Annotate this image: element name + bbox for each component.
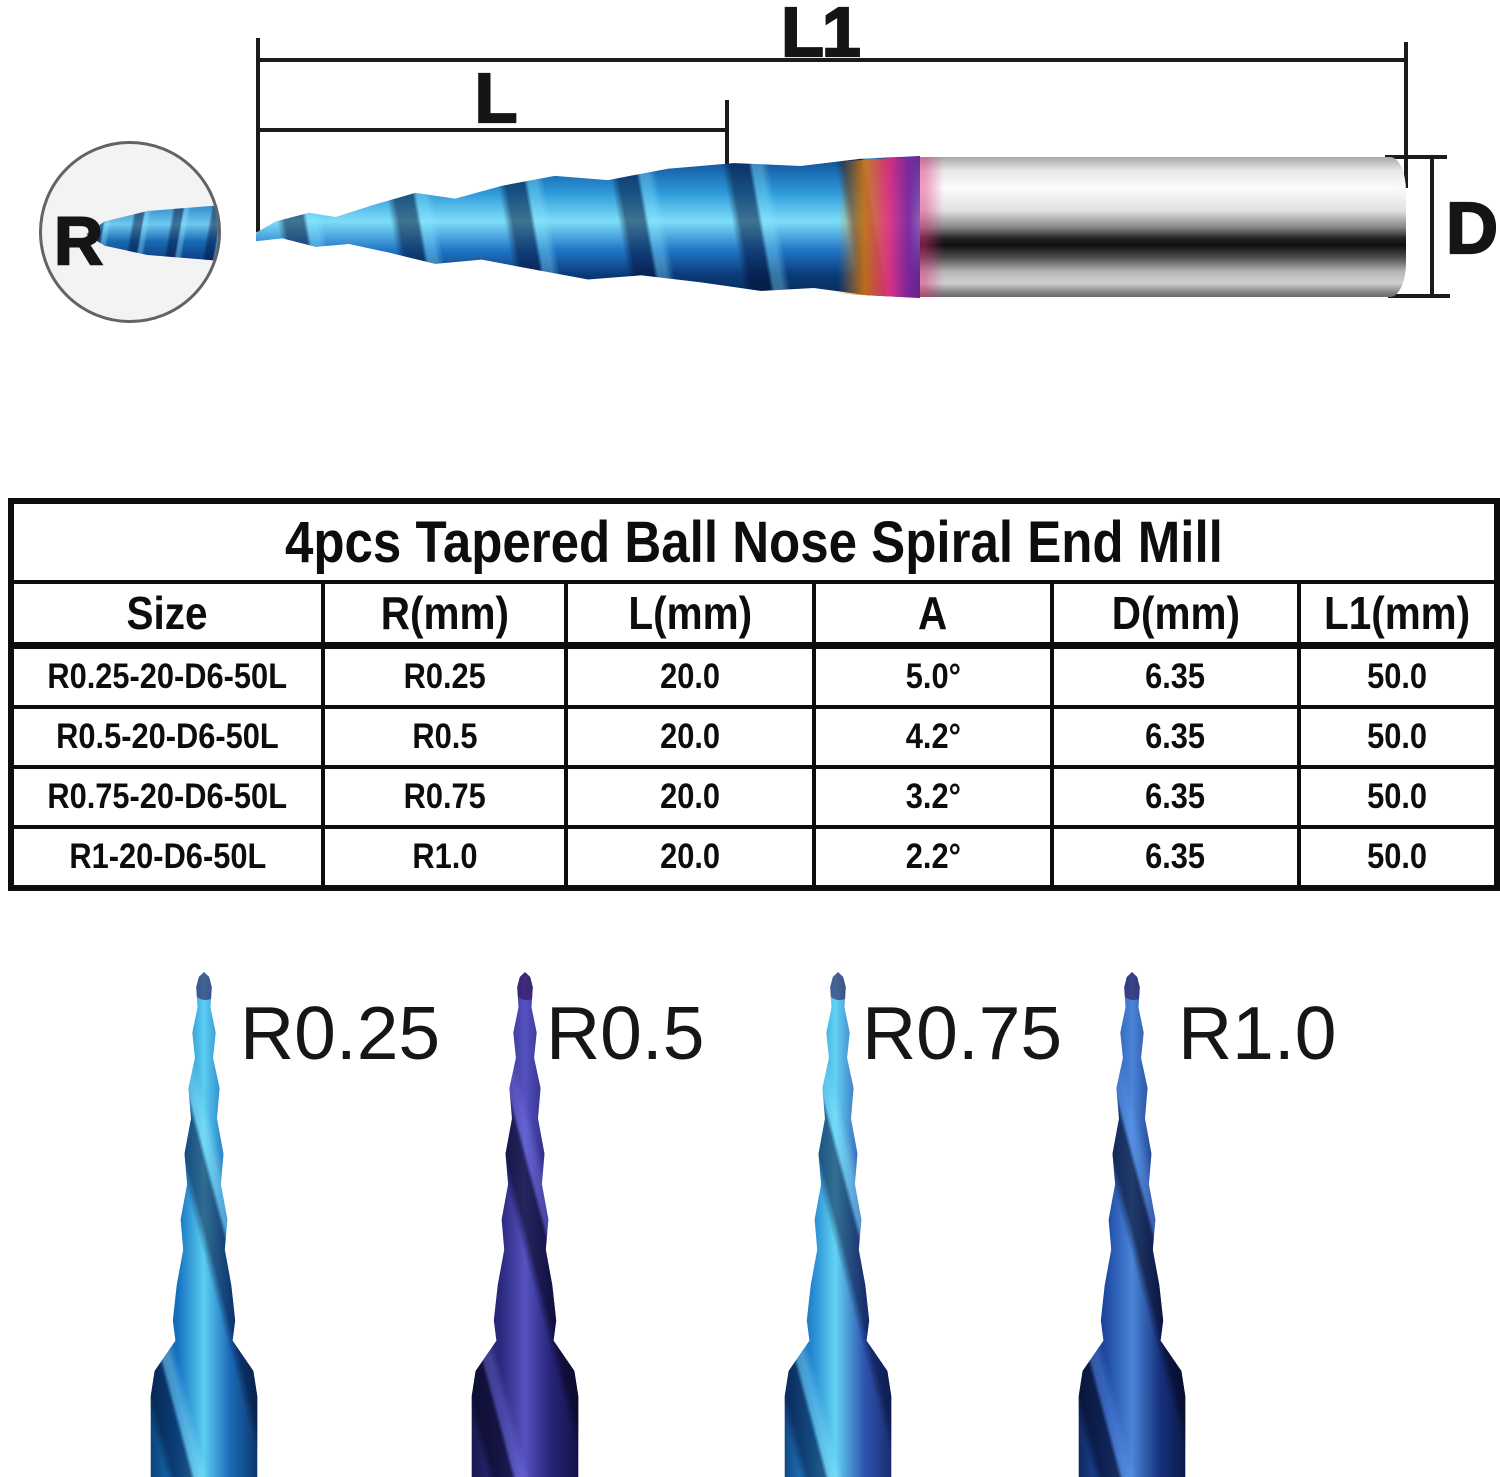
shank-diameter-label: D <box>1445 188 1499 270</box>
d-tick-top <box>1385 155 1447 159</box>
d-dimension-line <box>1430 155 1434 298</box>
tool-shank-illustration <box>920 157 1406 297</box>
spiral-flute-illustration <box>256 156 920 298</box>
table-title: 4pcs Tapered Ball Nose Spiral End Mill <box>8 499 1500 584</box>
col-header-d: D(mm) <box>1050 580 1301 649</box>
l1-extension-line-right <box>1404 42 1408 188</box>
l-extension-tick <box>725 100 729 170</box>
table-header-row: Size R(mm) L(mm) A D(mm) L1(mm) <box>9 580 1500 649</box>
col-header-l: L(mm) <box>564 580 816 649</box>
flute-length-label: L <box>474 58 519 138</box>
table-title-row: 4pcs Tapered Ball Nose Spiral End Mill <box>8 499 1500 584</box>
photo-label-r10: R1.0 <box>1178 991 1337 1075</box>
table-row: R0.25-20-D6-50L R0.25 20.0 5.0° 6.35 50.… <box>9 643 1500 709</box>
photo-label-r075: R0.75 <box>862 991 1063 1075</box>
radius-dimension-label: R <box>53 202 104 280</box>
l1-dimension-line <box>256 58 1406 62</box>
overall-length-label: L1 <box>780 0 862 72</box>
spec-table-container: 4pcs Tapered Ball Nose Spiral End Mill S… <box>8 498 1500 891</box>
col-header-r: R(mm) <box>321 580 568 649</box>
photo-label-r025: R0.25 <box>240 991 441 1075</box>
ball-nose-tip-illustration <box>86 205 218 261</box>
table-row: R1-20-D6-50L R1.0 20.0 2.2° 6.35 50.0 <box>9 825 1500 890</box>
l-dimension-line <box>256 128 728 132</box>
table-row: R0.75-20-D6-50L R0.75 20.0 3.2° 6.35 50.… <box>9 765 1500 829</box>
table-title-text: 4pcs Tapered Ball Nose Spiral End Mill <box>285 509 1223 575</box>
col-header-l1: L1(mm) <box>1296 580 1500 649</box>
l1-extension-line-left <box>256 38 260 232</box>
col-header-size: Size <box>9 580 325 649</box>
d-tick-bottom <box>1388 294 1450 298</box>
ball-nose-detail-circle: R <box>39 141 221 323</box>
table-row: R0.5-20-D6-50L R0.5 20.0 4.2° 6.35 50.0 <box>9 705 1500 769</box>
spec-table: 4pcs Tapered Ball Nose Spiral End Mill S… <box>8 498 1500 891</box>
photo-label-r05: R0.5 <box>546 991 705 1075</box>
col-header-a: A <box>812 580 1054 649</box>
coating-transition-band <box>838 156 920 298</box>
